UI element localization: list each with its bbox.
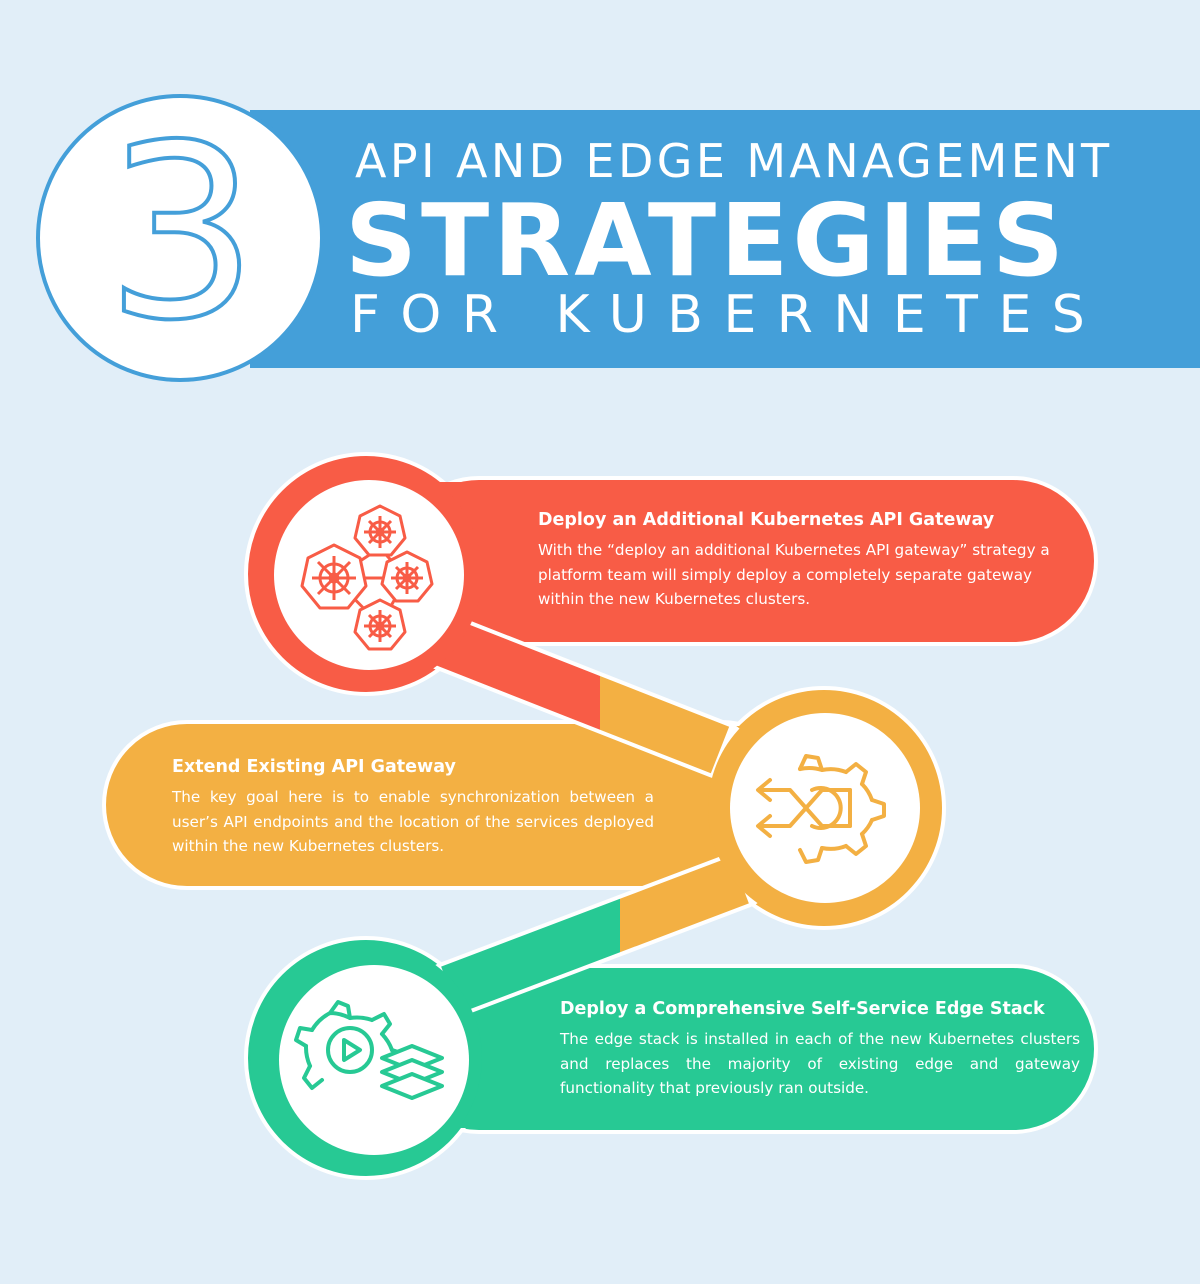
connector-2-3 (421, 851, 769, 1019)
step-1-title: Deploy an Additional Kubernetes API Gate… (538, 510, 995, 530)
number-badge: 3 (36, 94, 324, 382)
title-line-2: STRATEGIES (345, 182, 1069, 299)
step-3-description: The edge stack is installed in each of t… (560, 1030, 1080, 1097)
gear-arrows-icon (756, 754, 886, 864)
number-three: 3 (106, 98, 259, 373)
step-2-icon-circle (730, 713, 920, 903)
gear-play-layers-icon (294, 1000, 444, 1100)
connector-1-2 (411, 611, 749, 779)
title-banner (250, 110, 1200, 368)
number-three-outline: 3 (104, 98, 261, 375)
step-1-description: With the “deploy an additional Kubernete… (538, 541, 1050, 608)
step-2-title: Extend Existing API Gateway (172, 757, 456, 777)
step-3-text: Deploy a Comprehensive Self-Service Edge… (560, 997, 1080, 1101)
kubernetes-cluster-icon (300, 504, 434, 651)
step-2-text: Extend Existing API Gateway The key goal… (172, 755, 654, 859)
step-2-description: The key goal here is to enable synchroni… (172, 788, 654, 855)
step-1-icon-circle (274, 480, 464, 670)
step-1-text: Deploy an Additional Kubernetes API Gate… (538, 508, 1078, 612)
title-line-1: API AND EDGE MANAGEMENT (355, 134, 1113, 188)
step-3-title: Deploy a Comprehensive Self-Service Edge… (560, 999, 1045, 1019)
title-line-3: FOR KUBERNETES (350, 285, 1106, 345)
step-3-icon-circle (279, 965, 469, 1155)
